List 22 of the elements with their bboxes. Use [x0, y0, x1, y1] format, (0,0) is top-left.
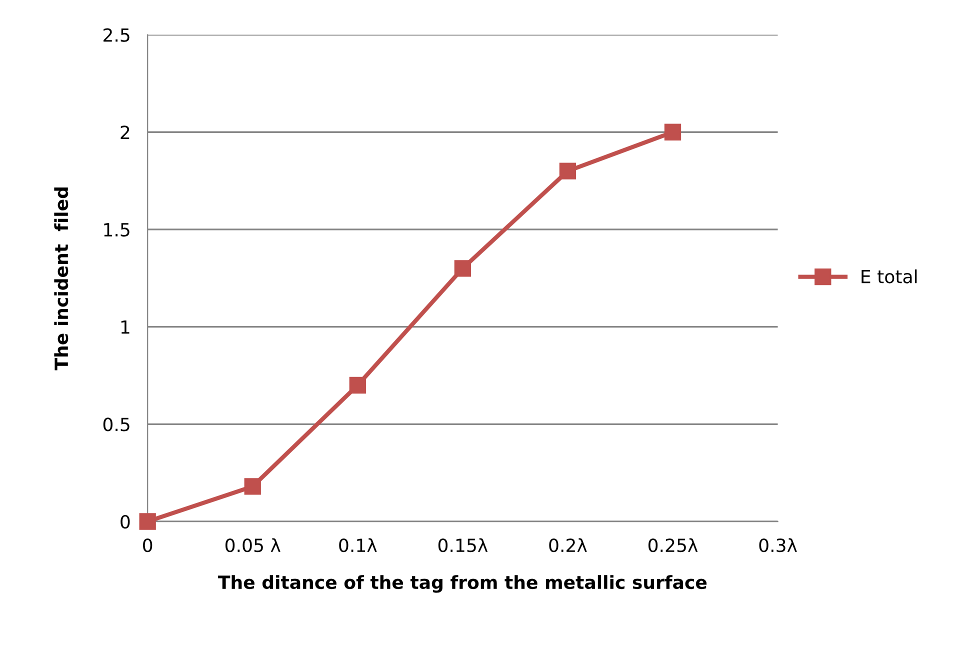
y-axis-title: The incident filed [54, 188, 68, 370]
point [349, 376, 366, 394]
y-tick-label: 2 [120, 126, 130, 139]
x-tick-label: 0.15λ [438, 538, 488, 552]
point [454, 260, 472, 277]
y-tick-label: 1.5 [104, 223, 130, 237]
x-tick-label: 0.2λ [549, 538, 587, 552]
x-axis-title: The ditance of the tag from the metallic surface [218, 575, 707, 593]
y-tick-label: 0.5 [103, 418, 130, 432]
legend-label: E total [862, 269, 917, 284]
x-tick-label: 0.1λ [339, 538, 377, 552]
y-tick-label: 0 [120, 514, 130, 529]
point [139, 513, 156, 530]
x-tick-label: 0.3λ [759, 538, 797, 552]
point [559, 162, 576, 180]
x-tick-label: 0.25λ [648, 538, 698, 552]
y-tick-label: 1 [121, 320, 130, 334]
y-tick-label: 2.5 [104, 28, 130, 42]
point [244, 478, 261, 495]
x-tick-label: 0.05 λ [226, 538, 280, 552]
point [664, 124, 682, 140]
x-tick-label: 0 [143, 538, 152, 552]
